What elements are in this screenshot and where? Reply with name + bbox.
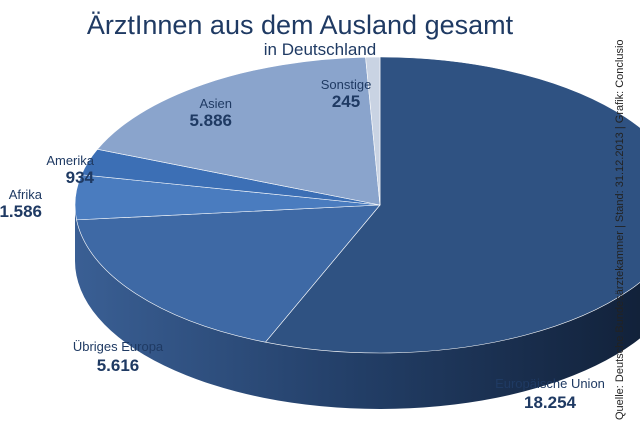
pie-depth-side — [75, 205, 640, 409]
pie-slice-sonstige — [365, 56, 381, 206]
label-value-sonstige: 245 — [332, 92, 360, 111]
pie-slice-uebriges-europa — [76, 204, 381, 343]
label-name-amerika: Amerika — [46, 153, 94, 168]
label-name-europaeische-union: Europäische Union — [495, 376, 605, 391]
label-value-uebriges-europa: 5.616 — [97, 356, 140, 375]
chart-subtitle: in Deutschland — [263, 40, 377, 59]
label-value-amerika: 934 — [66, 168, 95, 187]
label-name-uebriges-europa: Übriges Europa — [73, 339, 164, 354]
pie-slice-asien — [96, 56, 381, 206]
source-note: Quelle: Deutsche Bundesärztekammer | Sta… — [614, 39, 626, 420]
label-name-asien: Asien — [199, 96, 232, 111]
label-value-asien: 5.886 — [189, 111, 232, 130]
label-name-sonstige: Sonstige — [321, 77, 372, 92]
label-value-europaeische-union: 18.254 — [524, 393, 577, 412]
chart-title: ÄrztInnen aus dem Ausland gesamt — [86, 10, 514, 40]
pie-slice-europaeische-union — [264, 56, 640, 354]
label-value-afrika: 1.586 — [0, 202, 42, 221]
label-name-afrika: Afrika — [9, 187, 43, 202]
